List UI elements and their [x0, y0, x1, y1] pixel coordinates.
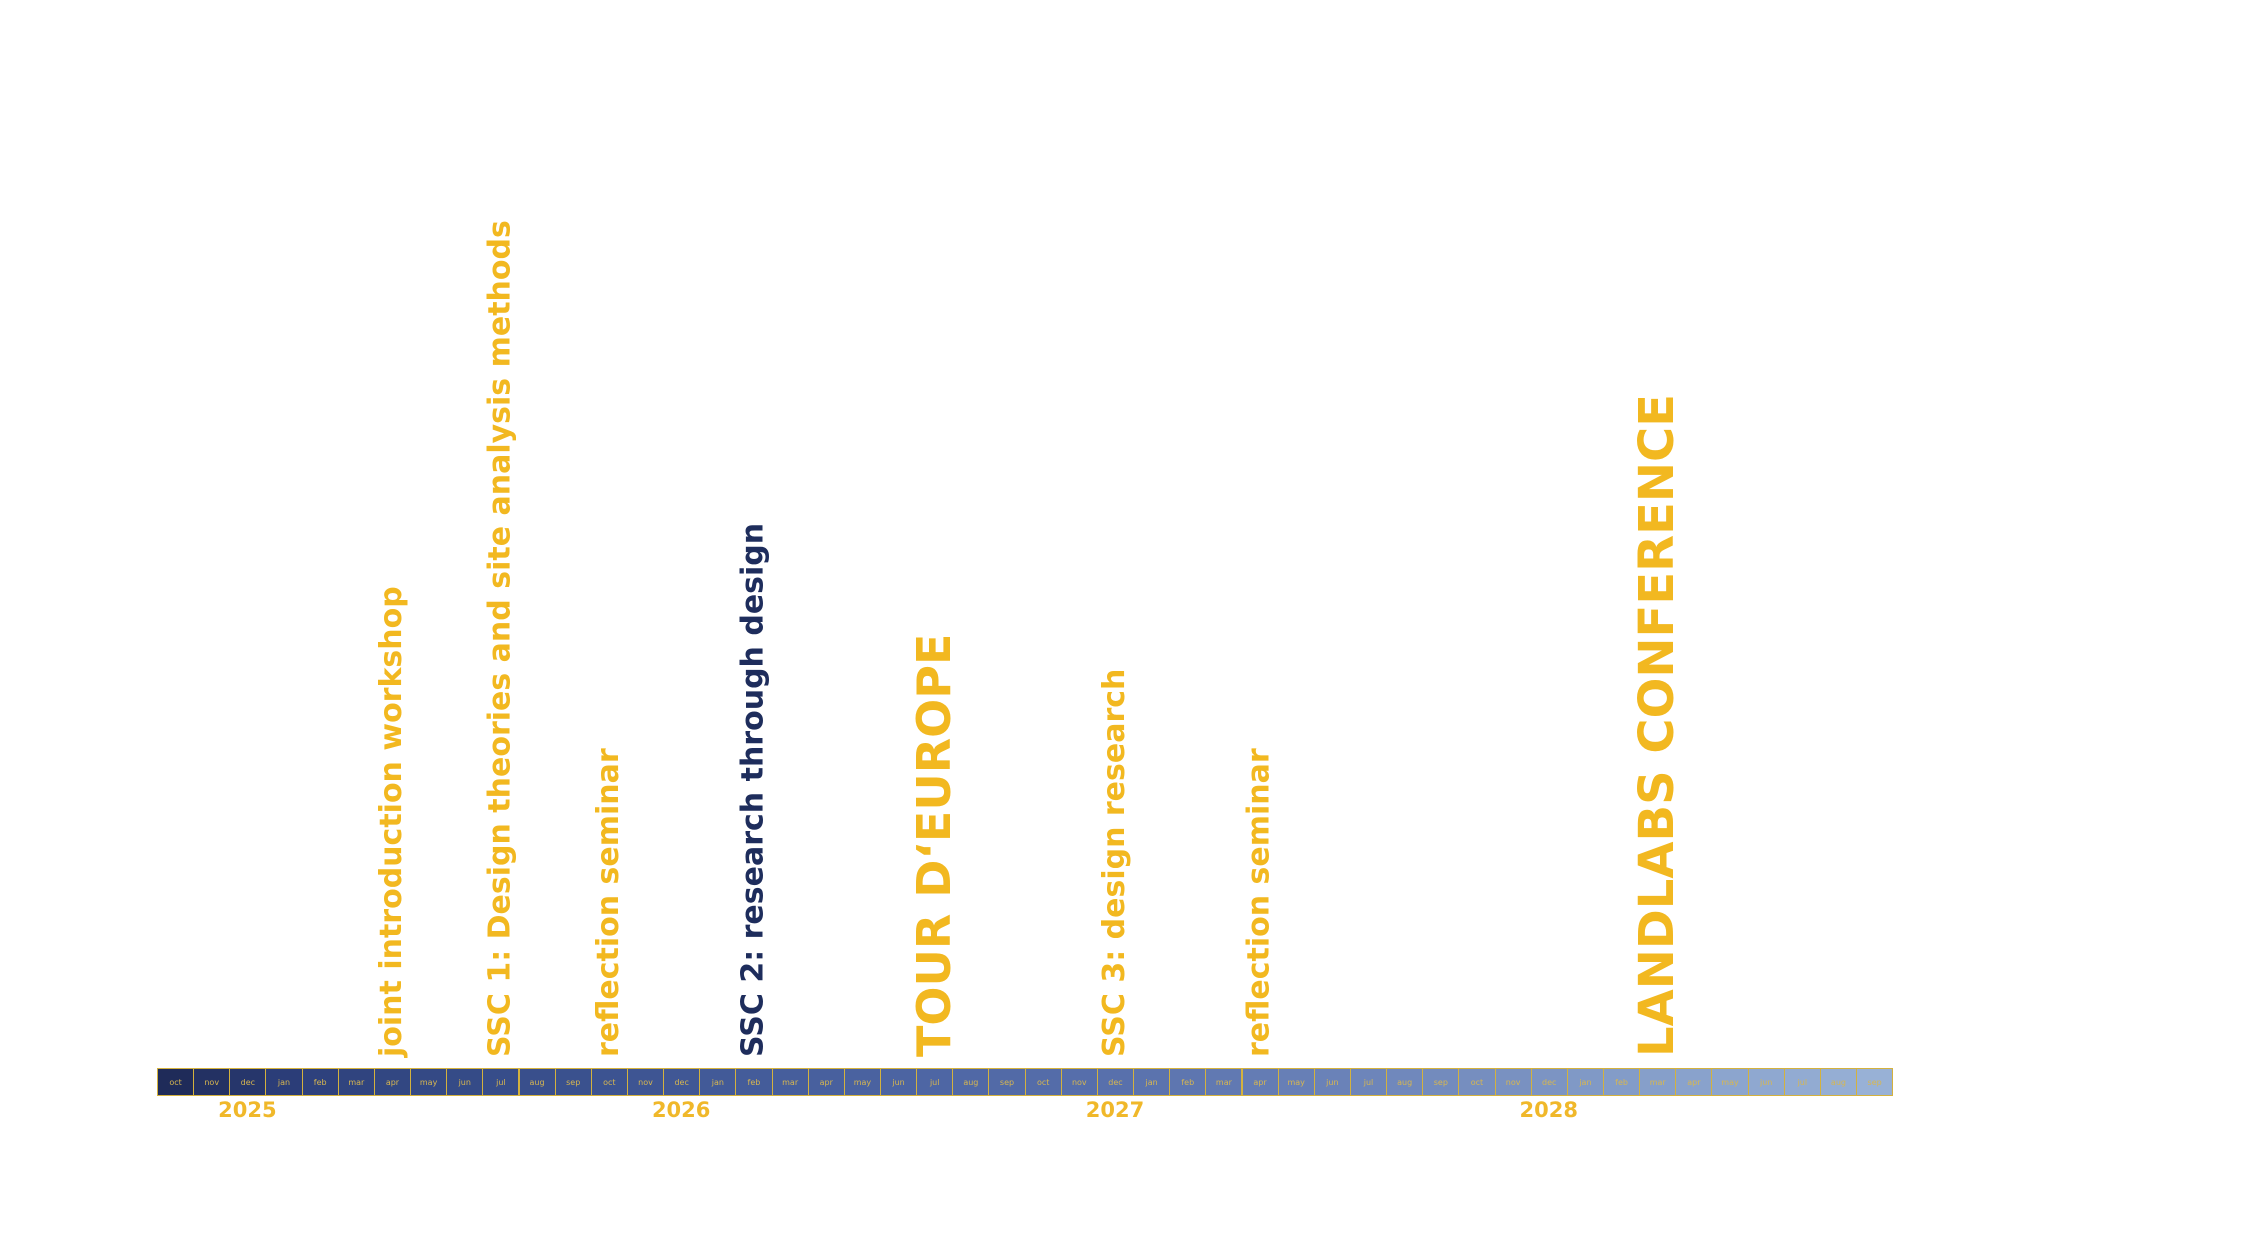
month-cell-dec: dec — [663, 1068, 701, 1096]
month-cell-oct: oct — [1024, 1068, 1062, 1096]
month-cell-nov: nov — [193, 1068, 231, 1096]
month-cell-jan: jan — [699, 1068, 737, 1096]
month-cell-feb: feb — [1603, 1068, 1641, 1096]
month-cell-dec: dec — [1096, 1068, 1135, 1096]
event-label: LANDLABS CONFERENCE — [1629, 393, 1686, 1057]
month-cell-mar: mar — [1639, 1068, 1677, 1096]
month-cell-apr: apr — [807, 1068, 845, 1096]
month-cell-aug: aug — [952, 1068, 990, 1096]
month-cell-oct: oct — [157, 1068, 195, 1096]
year-label: 2026 — [651, 1098, 711, 1122]
month-cell-jun: jun — [1747, 1068, 1785, 1096]
month-cell-apr: apr — [1675, 1068, 1713, 1096]
event-label: reflection seminar — [590, 748, 626, 1057]
month-cell-feb: feb — [735, 1068, 773, 1096]
month-cell-may: may — [410, 1068, 448, 1096]
month-cell-sep: sep — [988, 1068, 1026, 1096]
month-cell-jul: jul — [482, 1068, 520, 1096]
month-cell-jul: jul — [1349, 1068, 1388, 1096]
event-label: joint introduction workshop — [373, 586, 409, 1057]
month-cell-jun: jun — [1313, 1068, 1351, 1096]
month-cell-mar: mar — [771, 1068, 809, 1096]
event-label: SSC 2: research through design — [735, 522, 771, 1057]
month-cell-jun: jun — [880, 1068, 918, 1096]
month-cell-apr: apr — [373, 1068, 412, 1096]
month-cell-mar: mar — [1205, 1068, 1243, 1096]
month-cell-oct: oct — [1458, 1068, 1496, 1096]
month-cell-jul: jul — [1783, 1068, 1821, 1096]
month-cell-nov: nov — [1060, 1068, 1098, 1096]
month-cell-dec: dec — [1530, 1068, 1568, 1096]
month-cell-may: may — [1277, 1068, 1315, 1096]
month-cell-aug: aug — [1386, 1068, 1424, 1096]
month-cell-mar: mar — [337, 1068, 375, 1096]
event-label: TOUR D‘EUROPE — [907, 633, 962, 1057]
month-cell-nov: nov — [626, 1068, 665, 1096]
month-cell-oct: oct — [590, 1068, 628, 1096]
month-cell-feb: feb — [301, 1068, 339, 1096]
month-cell-aug: aug — [518, 1068, 556, 1096]
month-cell-jan: jan — [1133, 1068, 1171, 1096]
month-cell-jan: jan — [265, 1068, 303, 1096]
year-label: 2025 — [218, 1098, 277, 1122]
event-label: SSC 1: Design theories and site analysis… — [482, 220, 518, 1057]
month-cell-feb: feb — [1169, 1068, 1207, 1096]
month-cell-aug: aug — [1819, 1068, 1858, 1096]
month-cell-sep: sep — [554, 1068, 592, 1096]
month-cell-sep: sep — [1856, 1068, 1894, 1096]
month-cell-may: may — [1711, 1068, 1749, 1096]
month-cell-apr: apr — [1241, 1068, 1279, 1096]
month-cell-jan: jan — [1566, 1068, 1604, 1096]
month-cell-nov: nov — [1494, 1068, 1532, 1096]
month-cell-dec: dec — [229, 1068, 267, 1096]
month-cell-jul: jul — [916, 1068, 954, 1096]
year-label: 2027 — [1085, 1098, 1145, 1122]
event-label: reflection seminar — [1241, 748, 1277, 1057]
year-label: 2028 — [1519, 1098, 1578, 1122]
event-label: SSC 3: design research — [1096, 668, 1132, 1057]
month-cell-jun: jun — [446, 1068, 484, 1096]
month-cell-sep: sep — [1422, 1068, 1460, 1096]
month-cell-may: may — [843, 1068, 881, 1096]
